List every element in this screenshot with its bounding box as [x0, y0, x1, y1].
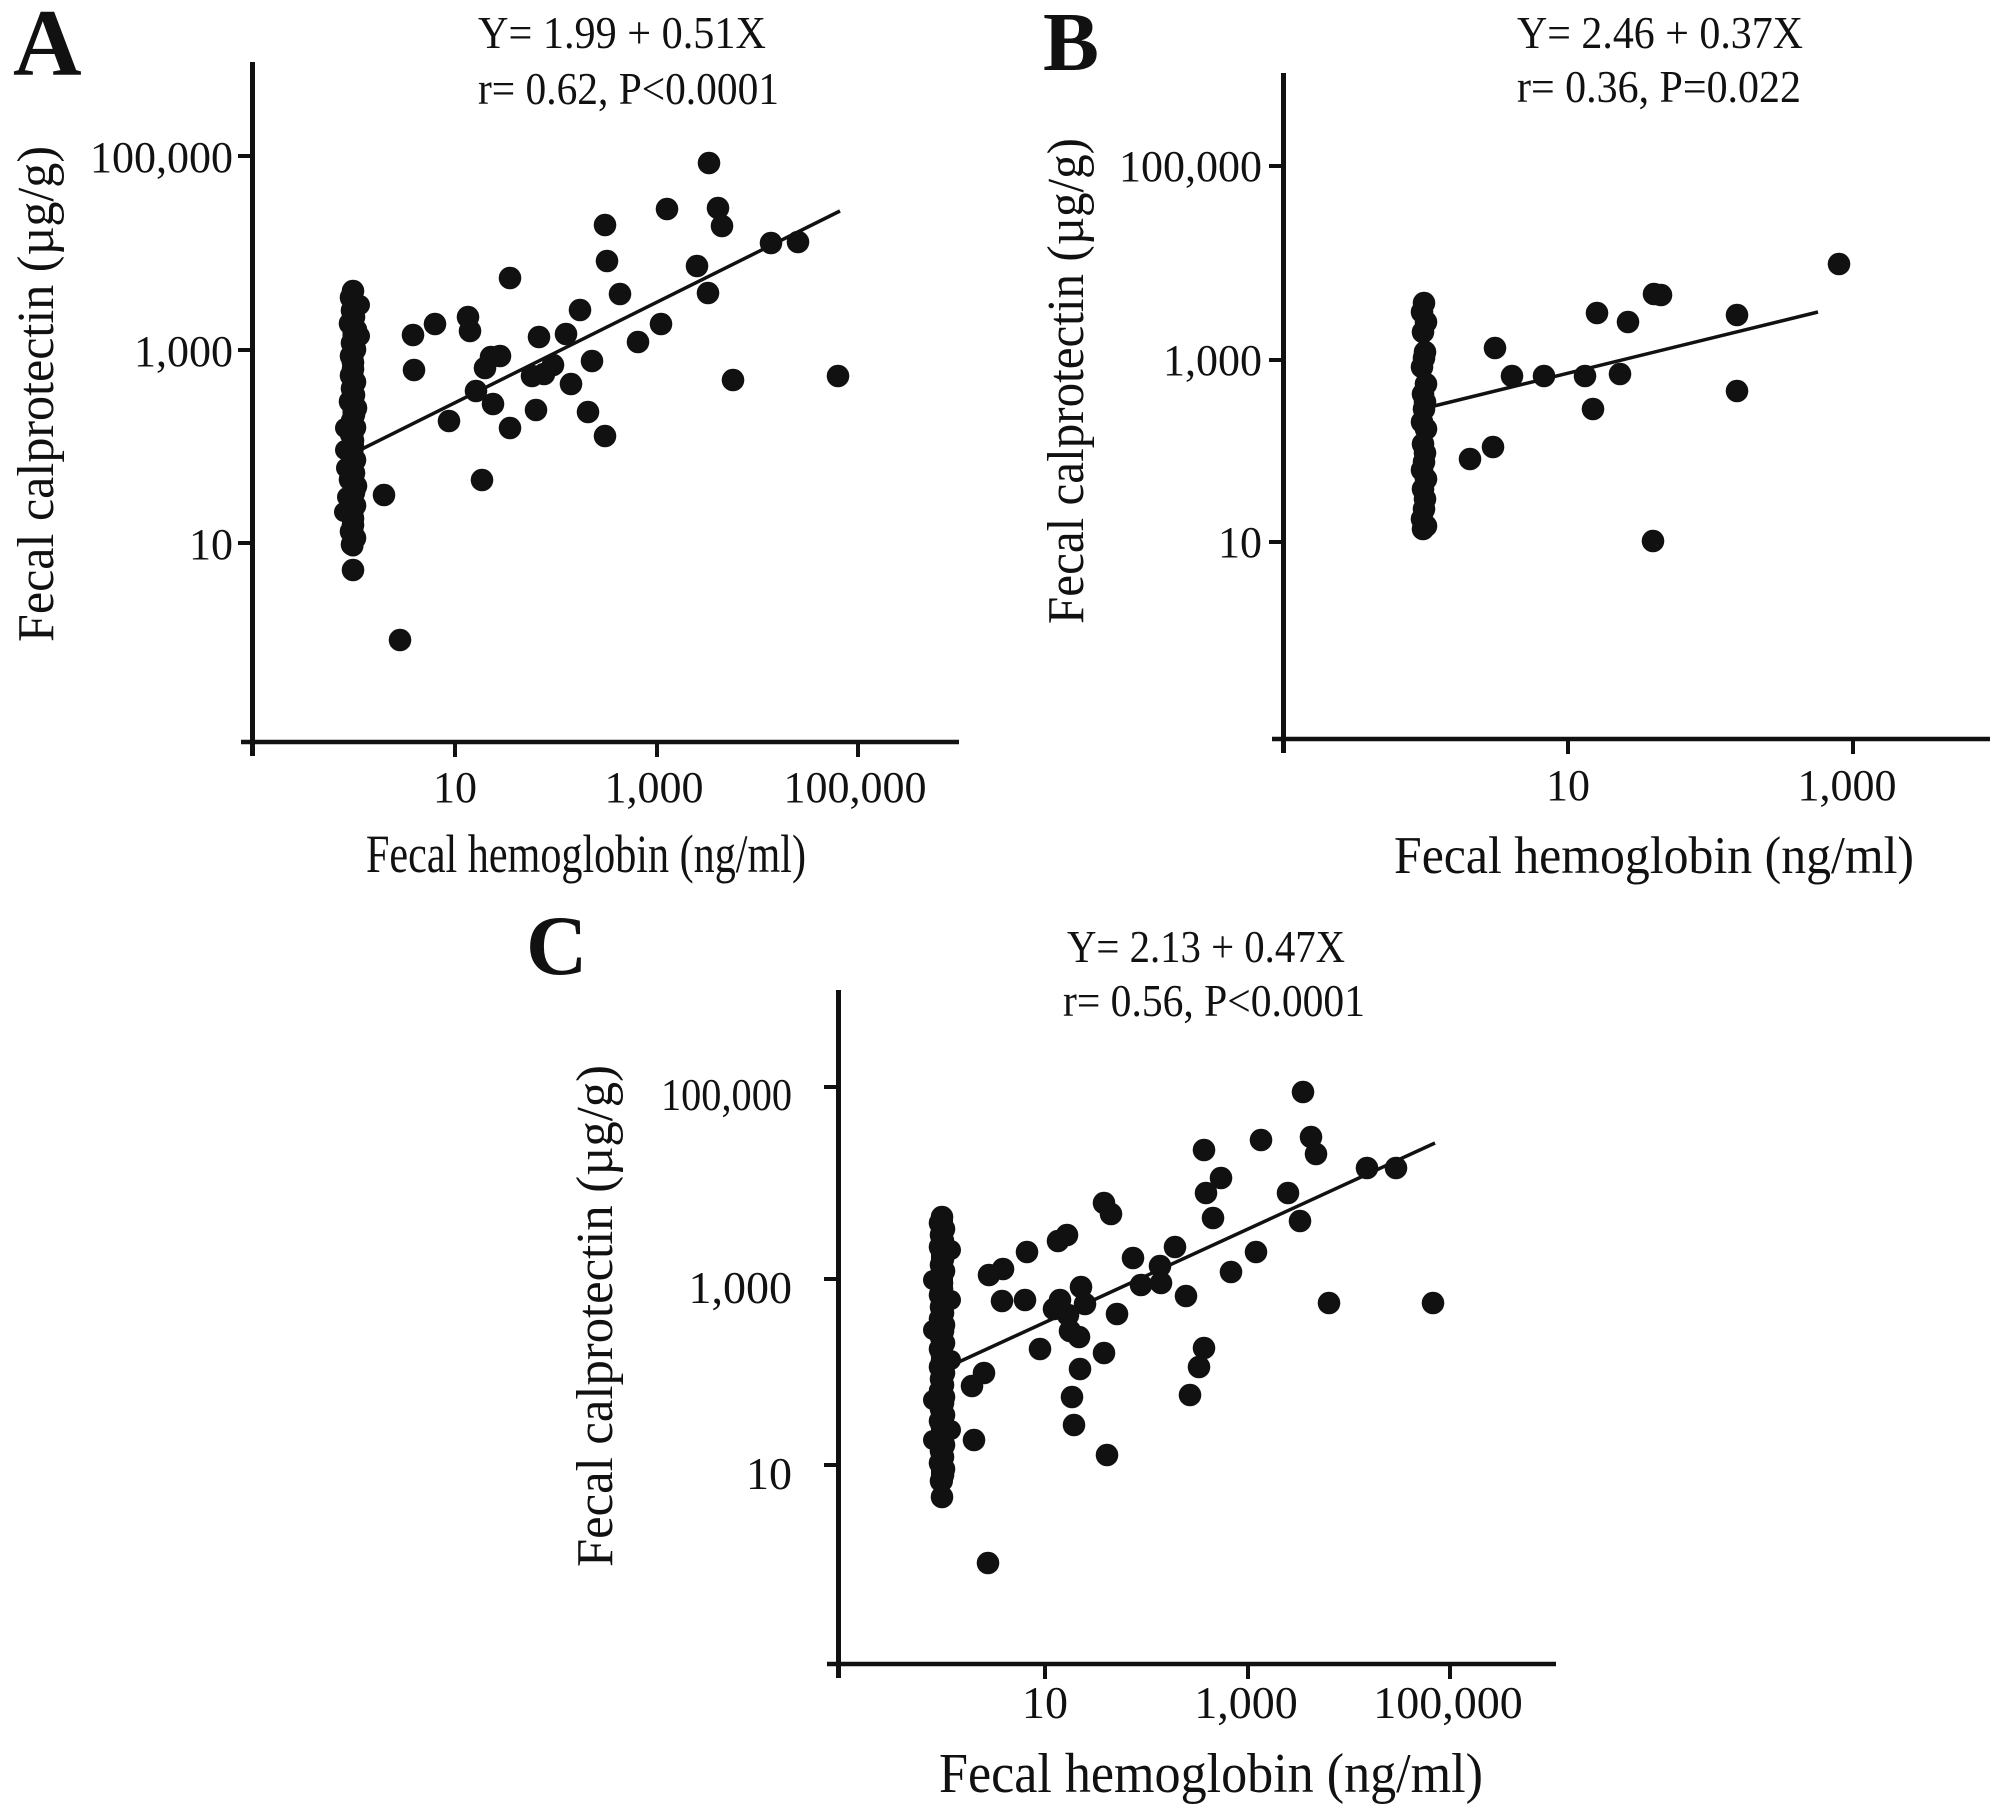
svg-text:10: 10 [1022, 1677, 1068, 1728]
svg-text:r= 0.62, P<0.0001: r= 0.62, P<0.0001 [478, 63, 779, 114]
svg-text:B: B [1043, 0, 1099, 89]
svg-text:10: 10 [1546, 761, 1590, 810]
svg-text:1,000: 1,000 [605, 763, 704, 812]
svg-text:Y= 2.13 + 0.47X: Y= 2.13 + 0.47X [1067, 921, 1345, 972]
svg-text:100,000: 100,000 [1119, 142, 1262, 191]
svg-text:Fecal calprotectin (µg/g): Fecal calprotectin (µg/g) [1038, 138, 1095, 624]
svg-text:1,000: 1,000 [134, 327, 233, 376]
svg-text:Fecal calprotectin (µg/g): Fecal calprotectin (µg/g) [8, 146, 65, 642]
svg-text:Fecal hemoglobin (ng/ml): Fecal hemoglobin (ng/ml) [1394, 827, 1914, 885]
svg-text:1,000: 1,000 [1194, 1677, 1298, 1728]
svg-text:10: 10 [433, 763, 477, 812]
svg-text:1,000: 1,000 [1163, 336, 1262, 385]
svg-text:100,000: 100,000 [784, 763, 927, 812]
svg-text:Fecal hemoglobin (ng/ml): Fecal hemoglobin (ng/ml) [939, 1743, 1483, 1805]
svg-text:10: 10 [746, 1448, 792, 1499]
svg-text:1,000: 1,000 [689, 1262, 793, 1313]
svg-text:Y= 2.46 + 0.37X: Y= 2.46 + 0.37X [1517, 7, 1803, 58]
svg-text:r= 0.36, P=0.022: r= 0.36, P=0.022 [1517, 61, 1801, 112]
svg-text:10: 10 [1218, 518, 1262, 567]
svg-text:100,000: 100,000 [1373, 1677, 1523, 1728]
svg-text:Fecal hemoglobin (ng/ml): Fecal hemoglobin (ng/ml) [366, 824, 806, 884]
svg-text:Y= 1.99 + 0.51X: Y= 1.99 + 0.51X [478, 7, 766, 58]
svg-text:100,000: 100,000 [90, 133, 233, 182]
svg-text:1,000: 1,000 [1798, 761, 1897, 810]
svg-text:r= 0.56, P<0.0001: r= 0.56, P<0.0001 [1063, 975, 1365, 1026]
svg-text:10: 10 [189, 520, 233, 569]
svg-text:Fecal calprotectin (µg/g): Fecal calprotectin (µg/g) [567, 1065, 624, 1567]
svg-text:A: A [13, 0, 82, 96]
svg-text:100,000: 100,000 [661, 1069, 792, 1120]
svg-text:C: C [526, 899, 587, 993]
